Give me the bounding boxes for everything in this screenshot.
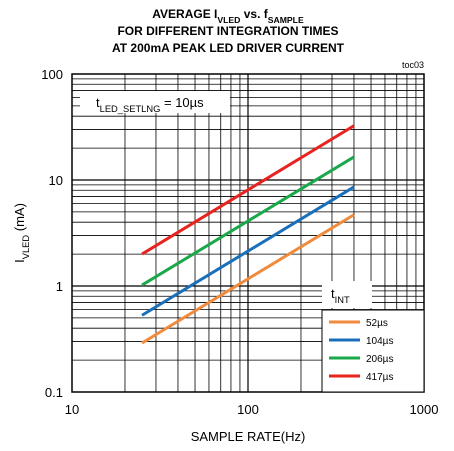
x-tick-label: 100 bbox=[237, 402, 259, 417]
series-lines bbox=[141, 124, 355, 345]
y-tick-label: 10 bbox=[49, 173, 63, 188]
plot-frame bbox=[71, 73, 425, 393]
x-tick-label: 10 bbox=[65, 402, 79, 417]
series-line-52µs bbox=[141, 213, 355, 345]
y-tick-label: 1 bbox=[56, 279, 63, 294]
series-line-206µs bbox=[141, 155, 355, 287]
legend-label: 417µs bbox=[366, 372, 393, 383]
x-tick-label: 1000 bbox=[410, 402, 439, 417]
chart-tag: toc03 bbox=[402, 60, 424, 70]
x-axis-label: SAMPLE RATE(Hz) bbox=[191, 429, 306, 444]
legend-label: 104µs bbox=[366, 336, 393, 347]
series-line-417µs bbox=[141, 124, 355, 256]
series-line-104µs bbox=[141, 185, 355, 317]
legend-title-box bbox=[322, 281, 372, 308]
legend: tINT 52µs 104µs 206µs 417µs bbox=[321, 281, 425, 393]
annotation-text: tLED_SETLNG = 10µs bbox=[96, 95, 204, 114]
x-tick-labels: 10 100 1000 bbox=[65, 402, 439, 417]
annotation: tLED_SETLNG = 10µs bbox=[80, 91, 230, 114]
y-axis-label: IVLED (mA) bbox=[12, 203, 31, 263]
legend-title: tINT bbox=[331, 286, 350, 305]
legend-label: 52µs bbox=[366, 318, 388, 329]
y-axis-label-text: IVLED (mA) bbox=[12, 203, 31, 263]
y-tick-labels: 0.1 1 10 100 bbox=[41, 67, 63, 400]
legend-box bbox=[321, 309, 425, 393]
title-line: FOR DIFFERENT INTEGRATION TIMES bbox=[117, 24, 338, 38]
y-tick-label: 0.1 bbox=[45, 385, 63, 400]
annotation-box bbox=[80, 91, 230, 113]
title-line: AT 200mA PEAK LED DRIVER CURRENT bbox=[112, 41, 345, 55]
legend-label: 206µs bbox=[366, 354, 393, 365]
y-tick-label: 100 bbox=[41, 67, 63, 82]
title-line: AVERAGE IVLED vs. fSAMPLE bbox=[152, 7, 304, 25]
